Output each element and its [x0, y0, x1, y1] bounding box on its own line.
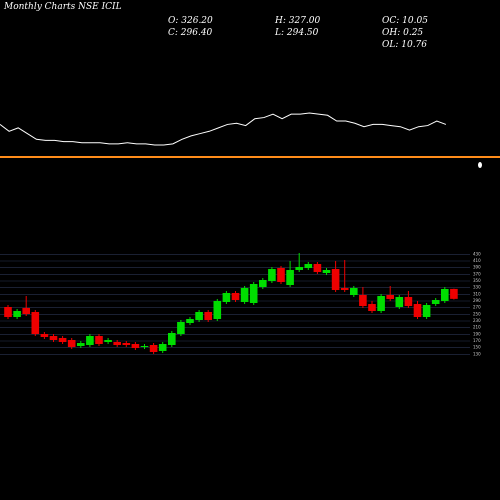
y-tick-label: 230 — [473, 318, 481, 323]
y-tick-label: 370 — [473, 271, 481, 276]
candle-body — [286, 270, 294, 285]
y-tick-label: 330 — [473, 285, 481, 290]
candle-body — [431, 300, 440, 304]
candle-body — [350, 288, 358, 295]
candle-body — [313, 264, 322, 272]
y-tick-label: 150 — [473, 345, 481, 350]
candle-body — [49, 336, 58, 340]
candle-body — [22, 308, 30, 314]
indicator-line — [0, 112, 447, 146]
stat: O: 326.20 — [168, 16, 213, 26]
candle-body — [222, 293, 231, 302]
stat: H: 327.00 — [274, 16, 321, 26]
candle-body — [67, 340, 76, 347]
candle-body — [13, 311, 21, 317]
candle-body — [249, 284, 258, 303]
y-tick-label: 270 — [473, 305, 481, 310]
candle-body — [40, 334, 49, 337]
candle-body — [331, 269, 340, 290]
candle-body — [322, 270, 331, 273]
stat: OL: 10.76 — [382, 40, 427, 50]
candle-body — [304, 264, 313, 268]
candle-body — [441, 289, 449, 301]
candle-body — [31, 312, 40, 334]
candle-body — [177, 322, 185, 334]
candle-body — [422, 305, 431, 317]
candle-body — [377, 296, 385, 311]
candle-body — [149, 345, 158, 352]
candle-body — [277, 268, 285, 282]
candle-body — [395, 297, 404, 307]
y-tick-label: 290 — [473, 298, 481, 303]
candle-body — [340, 288, 349, 290]
chart-title: Monthly Charts NSE ICIL — [3, 2, 122, 12]
candle-body — [204, 312, 212, 320]
stat: OC: 10.05 — [382, 16, 428, 26]
candle-body — [158, 344, 167, 351]
y-tick-label: 350 — [473, 278, 481, 283]
candle-body — [186, 319, 194, 323]
candle-body — [450, 288, 458, 299]
candle-body — [113, 342, 121, 345]
candle-body — [259, 280, 267, 287]
candle-body — [58, 338, 67, 342]
y-tick-label: 430 — [473, 251, 481, 256]
candle-body — [368, 304, 376, 311]
y-tick-label: 310 — [473, 291, 481, 296]
candle-body — [195, 312, 203, 320]
stat: C: 296.40 — [168, 28, 213, 38]
candle-body — [86, 336, 94, 345]
candle-body — [4, 307, 12, 317]
candle-body — [168, 333, 176, 345]
candle-body — [140, 346, 149, 347]
candle-body — [295, 267, 303, 270]
candle-body — [413, 304, 422, 317]
candle-body — [268, 269, 276, 281]
candle-body — [240, 288, 249, 302]
y-tick-label: 410 — [473, 258, 481, 263]
candle-body — [131, 344, 140, 348]
candle-body — [231, 293, 240, 300]
candle-body — [359, 295, 367, 306]
candle-body — [213, 301, 222, 319]
candle-body — [77, 343, 85, 346]
stat: L: 294.50 — [274, 28, 319, 38]
y-tick-label: 250 — [473, 311, 481, 316]
candle-body — [104, 340, 112, 342]
y-tick-label: 170 — [473, 338, 481, 343]
stat: OH: 0.25 — [382, 28, 423, 38]
candle-body — [122, 343, 131, 345]
marker-dot — [478, 162, 482, 168]
candle-body — [95, 336, 103, 344]
y-tick-label: 390 — [473, 265, 481, 270]
y-tick-label: 190 — [473, 331, 481, 336]
candle-body — [404, 297, 413, 306]
y-tick-label: 130 — [473, 351, 481, 356]
y-tick-label: 210 — [473, 325, 481, 330]
candle-body — [386, 295, 394, 299]
